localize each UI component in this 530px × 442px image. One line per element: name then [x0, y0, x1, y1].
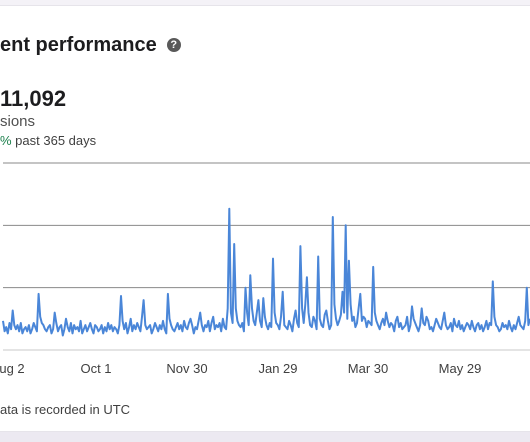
- question-circle-icon[interactable]: ?: [166, 38, 181, 52]
- series-line: [2, 207, 530, 337]
- line-chart: ug 2 Oct 1 Nov 30 Jan 29 Mar 30 May 29: [0, 162, 530, 376]
- change-period: past 365 days: [11, 133, 97, 148]
- x-tick-label: ug 2: [0, 361, 25, 376]
- title-row: ent performance ?: [0, 32, 181, 58]
- x-tick-label: Jan 29: [258, 361, 297, 376]
- performance-card: [0, 6, 530, 431]
- card-title: ent performance: [0, 33, 157, 56]
- metric-value: 11,092: [0, 86, 67, 111]
- metric-label: sions: [0, 113, 36, 130]
- page-bottom-strip: [0, 432, 530, 442]
- change-summary: % past 365 days: [0, 133, 96, 148]
- x-tick-label: Oct 1: [80, 361, 111, 376]
- x-tick-label: Mar 30: [348, 361, 388, 376]
- x-tick-label: Nov 30: [166, 361, 207, 376]
- x-tick-label: May 29: [439, 361, 482, 376]
- timezone-footnote: ata is recorded in UTC: [0, 402, 131, 417]
- change-percent: %: [0, 133, 12, 148]
